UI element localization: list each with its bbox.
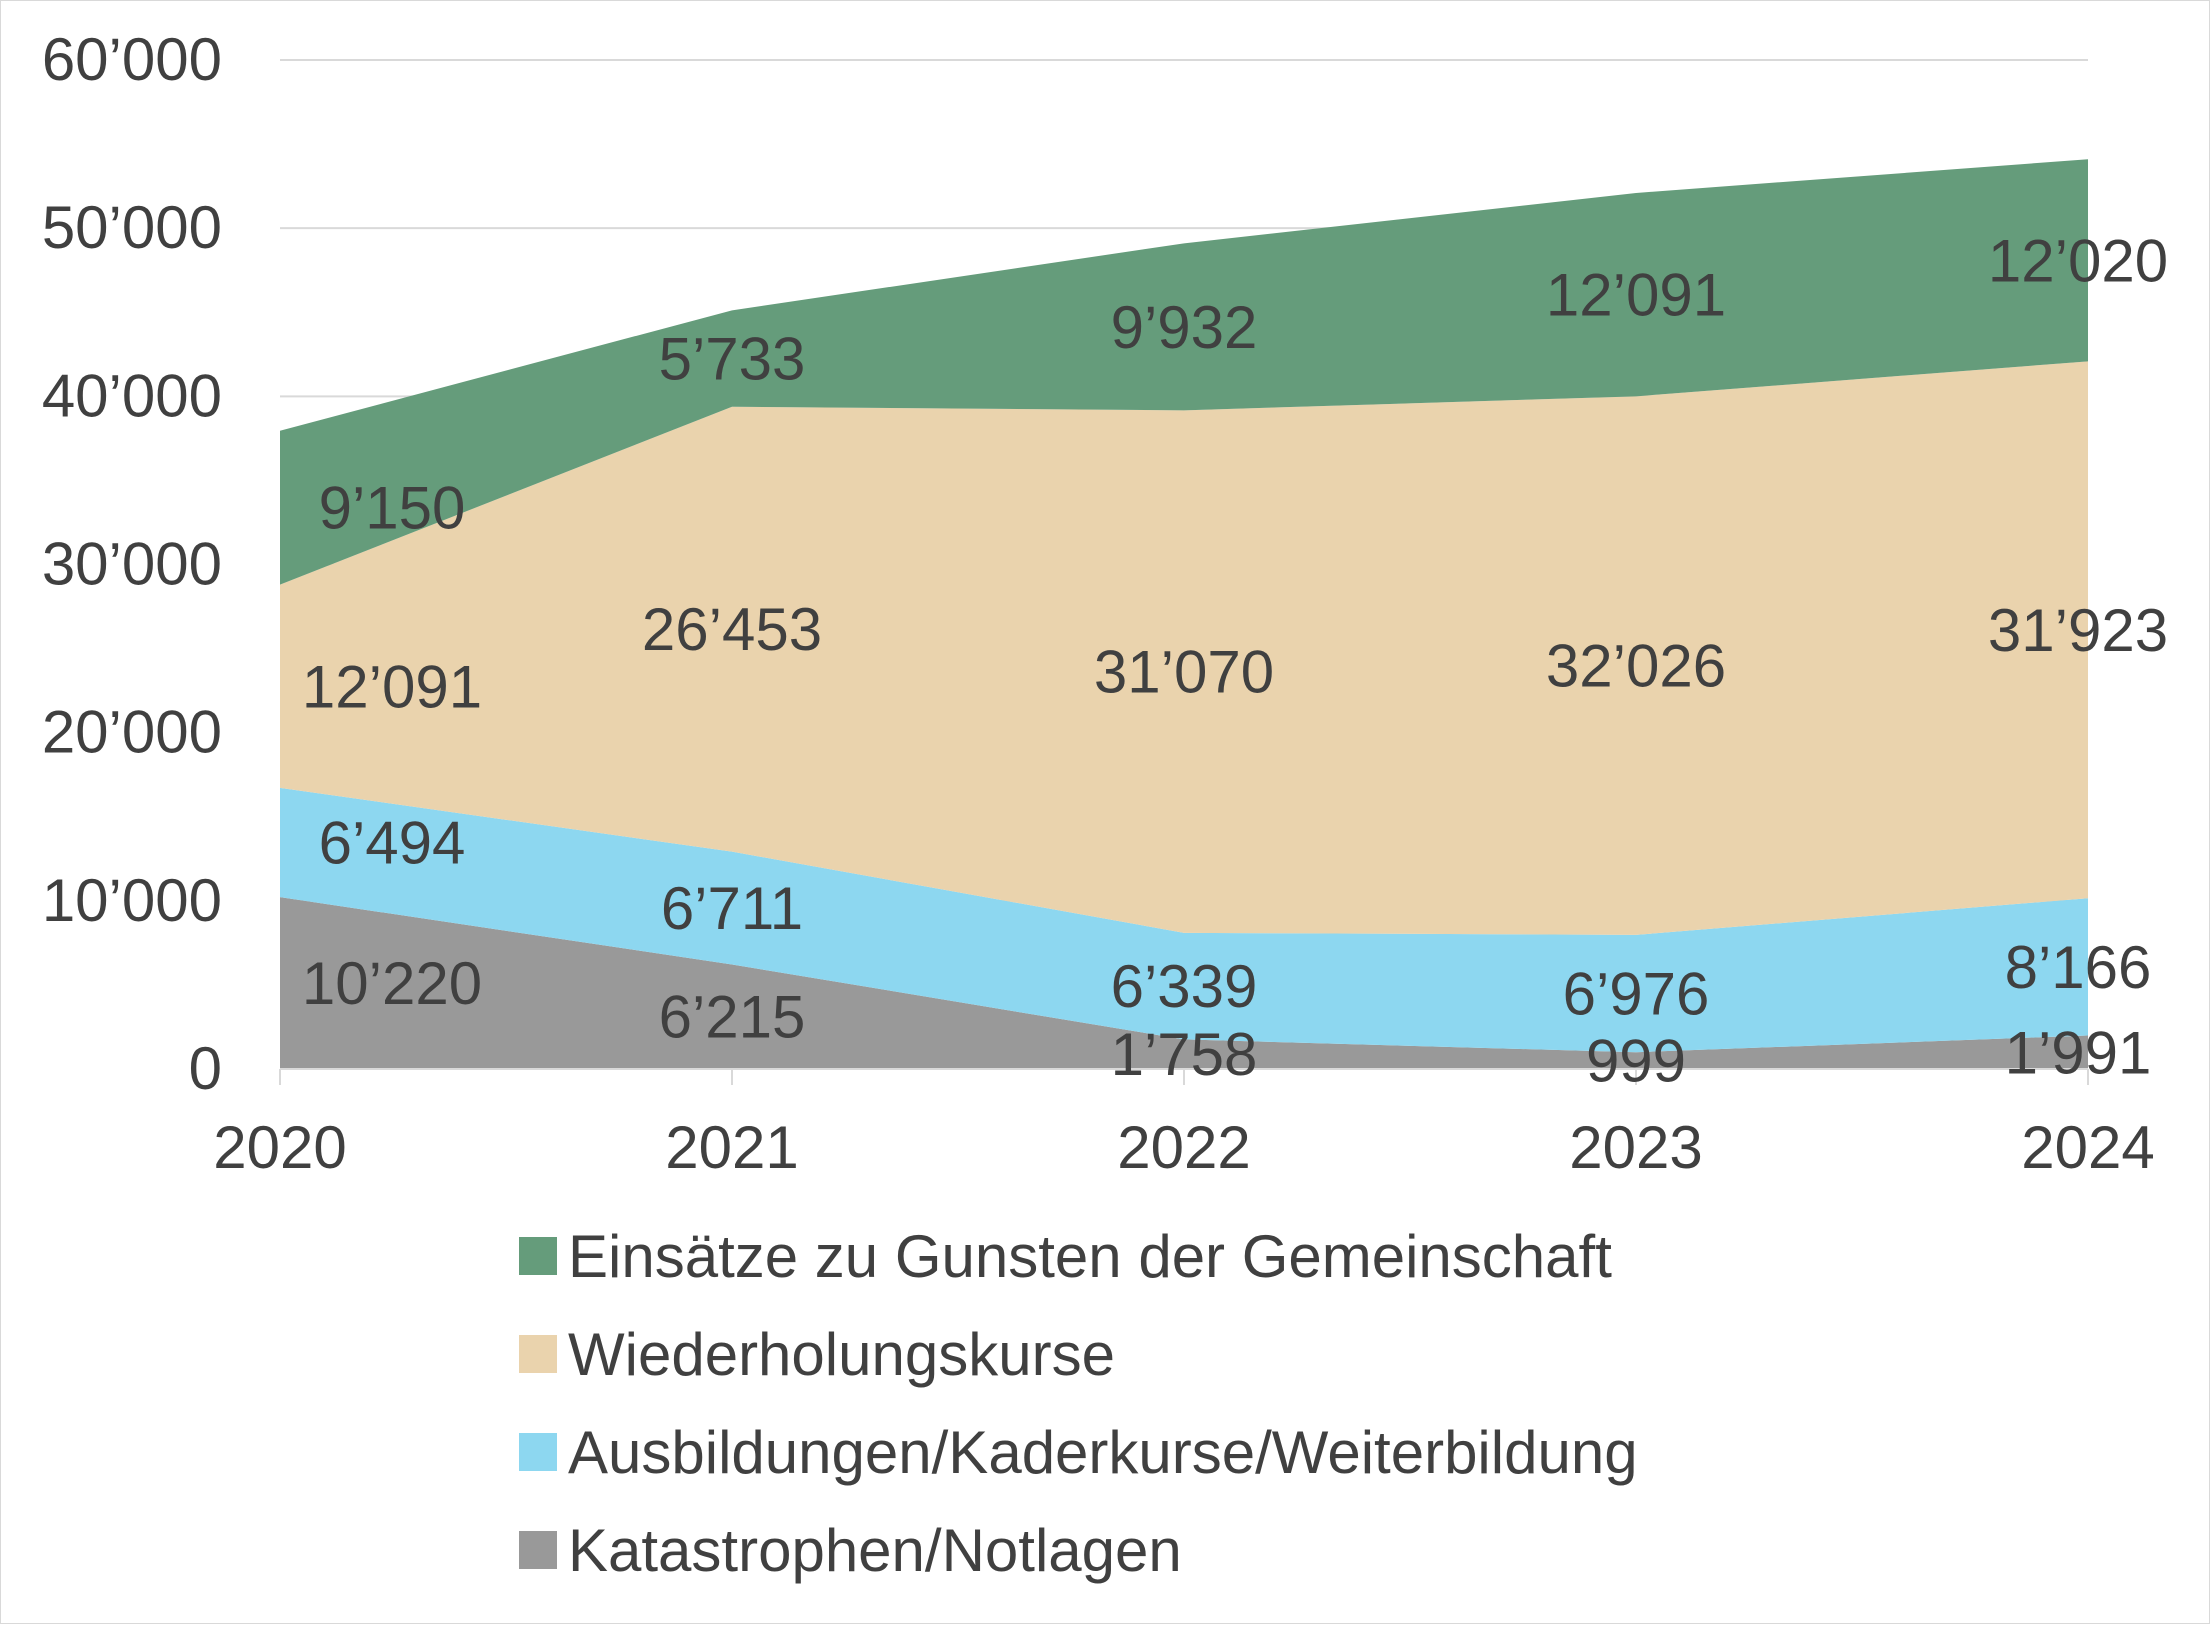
legend-label: Einsätze zu Gunsten der Gemeinschaft <box>568 1223 1612 1290</box>
legend-label: Katastrophen/Notlagen <box>568 1517 1182 1584</box>
area-series-4 <box>280 159 2088 585</box>
data-label: 1’758 <box>1111 1021 1258 1088</box>
area-series-3 <box>280 361 2088 935</box>
x-axis: 2020 2021 2022 2023 2024 <box>213 1068 2155 1181</box>
data-labels: 10’220 6’215 1’758 999 1’991 6’494 6’711 6’339 6… <box>302 227 2168 1094</box>
data-label: 8’166 <box>2005 934 2152 1001</box>
data-label: 6’711 <box>661 875 803 942</box>
data-label: 10’220 <box>302 950 482 1017</box>
data-label: 32’026 <box>1546 633 1726 700</box>
area-series-2 <box>280 787 2088 1053</box>
data-label: 1’991 <box>2005 1019 2152 1086</box>
data-label: 12’091 <box>302 653 482 720</box>
data-label: 12’020 <box>1988 227 2168 294</box>
legend-swatch <box>519 1335 557 1373</box>
x-tick-label: 2020 <box>213 1114 346 1181</box>
legend-label: Ausbildungen/Kaderkurse/Weiterbildung <box>568 1419 1638 1486</box>
y-tick-label: 10’000 <box>42 867 222 934</box>
y-tick-label: 60’000 <box>42 26 222 93</box>
data-label: 999 <box>1586 1028 1686 1095</box>
legend: Einsätze zu Gunsten der Gemeinschaft Wied… <box>519 1223 1638 1584</box>
y-tick-label: 40’000 <box>42 362 222 429</box>
legend-swatch <box>519 1531 557 1569</box>
data-label: 9’150 <box>319 475 466 542</box>
legend-swatch <box>519 1433 557 1471</box>
y-axis: 0 10’000 20’000 30’000 40’000 50’000 60’000 <box>42 26 222 1102</box>
y-tick-label: 0 <box>189 1035 222 1102</box>
legend-swatch <box>519 1237 557 1275</box>
data-label: 9’932 <box>1111 294 1258 361</box>
data-label: 31’923 <box>1988 597 2168 664</box>
x-tick-label: 2022 <box>1117 1114 1250 1181</box>
area-series-1 <box>280 897 2088 1069</box>
data-label: 12’091 <box>1546 262 1726 329</box>
data-label: 26’453 <box>642 596 822 663</box>
area-series <box>280 159 2088 1069</box>
data-label: 31’070 <box>1094 639 1274 706</box>
data-label: 5’733 <box>659 326 806 393</box>
x-tick-label: 2023 <box>1569 1114 1702 1181</box>
y-tick-label: 30’000 <box>42 531 222 598</box>
y-tick-label: 20’000 <box>42 699 222 766</box>
data-label: 6’339 <box>1111 953 1258 1020</box>
x-tick-label: 2021 <box>665 1114 798 1181</box>
legend-label: Wiederholungskurse <box>568 1321 1115 1388</box>
x-tick-label: 2024 <box>2021 1114 2154 1181</box>
data-label: 6’976 <box>1563 961 1710 1028</box>
data-label: 6’494 <box>319 810 466 877</box>
data-label: 6’215 <box>659 984 806 1051</box>
y-tick-label: 50’000 <box>42 194 222 261</box>
